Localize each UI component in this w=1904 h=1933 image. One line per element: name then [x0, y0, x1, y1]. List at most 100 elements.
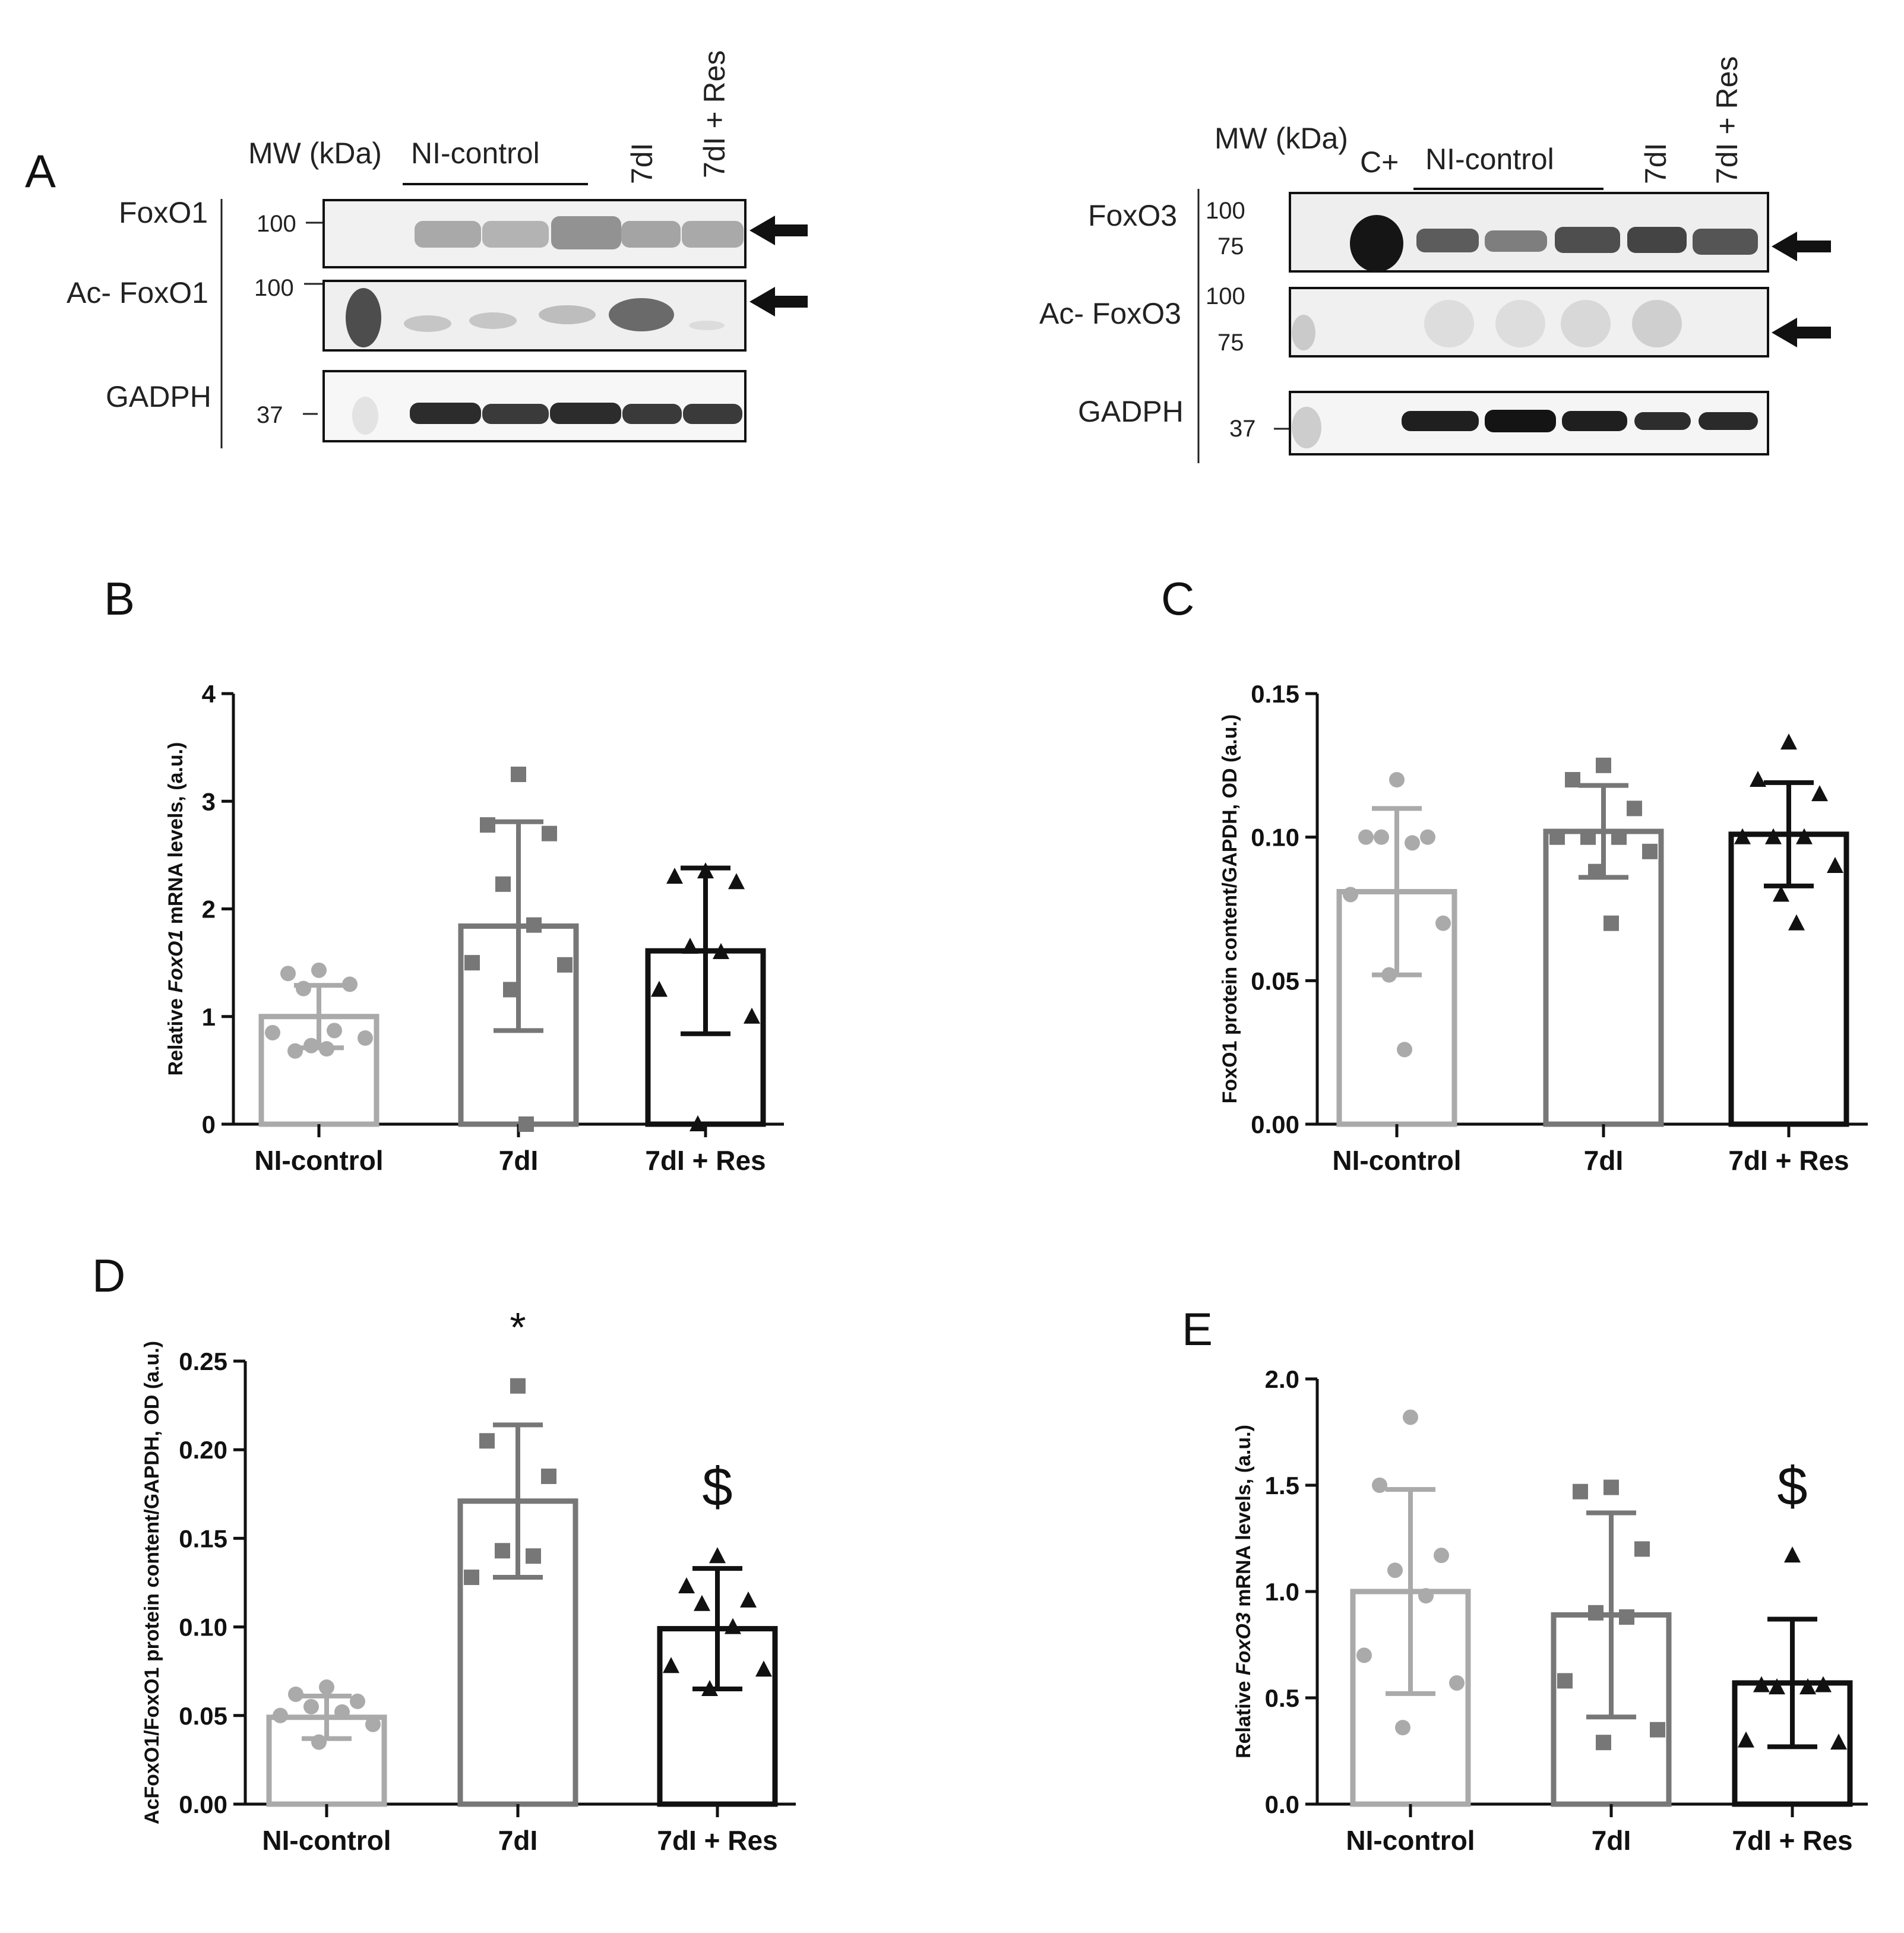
data-point: [296, 980, 311, 996]
data-point: [1565, 772, 1580, 787]
panel-e-chart: E 0.0 0.5 1.0 1.5 2.0 Relative FoxO3 mRNA lev…: [1182, 1303, 1868, 1856]
y-axis-title: Relative FoxO3 mRNA levels, (a.u.): [1232, 1425, 1255, 1758]
data-point: [1603, 1479, 1619, 1495]
data-point: [740, 1591, 757, 1608]
arrow-icon: [749, 216, 808, 245]
data-point: [1750, 771, 1766, 787]
blot-left-mw-100b: 100: [254, 275, 294, 301]
data-point: [1573, 1483, 1588, 1499]
y-tick-label: 0.05: [179, 1702, 227, 1730]
y-tick-label: 0.10: [1251, 824, 1299, 852]
data-point: [1381, 967, 1397, 983]
blot-right-lane-7di: 7dI: [1639, 143, 1672, 184]
panel-letter-d: D: [92, 1249, 125, 1302]
data-point: [1811, 785, 1828, 802]
data-point: [464, 955, 480, 971]
data-point: [311, 962, 327, 978]
blot-right-mw-75b: 75: [1217, 330, 1244, 356]
x-tick-label: 7dI: [498, 1825, 537, 1856]
y-tick-label: 4: [202, 680, 216, 708]
arrow-icon: [1772, 232, 1831, 261]
data-point: [694, 1595, 710, 1611]
data-point: [1549, 829, 1565, 845]
blot-left-lane-7di-res: 7dI + Res: [698, 50, 731, 178]
data-point: [265, 1024, 280, 1040]
y-axis-title: Relative FoxO1 mRNA levels, (a.u.): [165, 742, 187, 1076]
data-point: [1784, 1546, 1801, 1563]
y-tick-label: 3: [202, 787, 216, 815]
data-point: [526, 1548, 541, 1564]
data-point: [541, 1468, 556, 1484]
data-point: [663, 1657, 679, 1673]
data-point: [682, 937, 698, 954]
data-point: [518, 1116, 534, 1132]
y-tick-label: 0.10: [179, 1614, 227, 1641]
data-point: [1642, 843, 1658, 859]
data-point: [1356, 1647, 1372, 1663]
data-point: [744, 1007, 760, 1024]
y-tick-label: 1.0: [1265, 1578, 1299, 1606]
panel-c-chart: C 0.00 0.05 0.10 0.15 FoxO1 protein content/…: [1161, 572, 1868, 1176]
data-point: [1434, 1548, 1449, 1564]
data-point: [1765, 828, 1782, 844]
data-point: [1603, 915, 1619, 931]
data-point: [273, 1707, 288, 1723]
data-point: [342, 976, 358, 992]
y-tick-label: 0.00: [179, 1790, 227, 1818]
data-point: [1596, 1735, 1611, 1751]
blot-right-mw-header: MW (kDa): [1214, 122, 1348, 155]
data-point: [1395, 1720, 1410, 1736]
data-point: [1611, 829, 1627, 845]
data-point: [728, 873, 745, 890]
y-tick-label: 0.5: [1265, 1684, 1299, 1712]
data-point: [1827, 857, 1843, 873]
y-tick-label: 0.15: [1251, 680, 1299, 708]
data-point: [350, 1693, 365, 1709]
blot-left-row-foxo1: FoxO1: [119, 196, 208, 229]
data-point: [1769, 1678, 1785, 1695]
data-point: [1420, 829, 1435, 845]
y-tick-label: 2: [202, 896, 216, 923]
data-point: [287, 1043, 303, 1059]
data-point: [1588, 863, 1603, 880]
y-tick-label: 0: [202, 1111, 216, 1138]
data-point: [1596, 757, 1611, 773]
data-point: [1418, 1588, 1434, 1604]
blot-right-strip-acfoxo3: [1289, 287, 1769, 358]
y-tick-label: 0.15: [179, 1524, 227, 1552]
x-tick-label: NI-control: [1346, 1825, 1475, 1856]
data-point: [557, 957, 573, 973]
data-point: [542, 825, 557, 841]
x-tick-label: NI-control: [262, 1825, 391, 1856]
x-tick-label: 7dI: [1592, 1825, 1631, 1856]
x-tick-label: 7dI + Res: [1728, 1145, 1849, 1176]
data-point: [1815, 1676, 1832, 1692]
arrow-icon: [749, 287, 808, 317]
panel-letter-a: A: [25, 145, 56, 197]
panel-b-chart: B 0 1 2 3 4 Relative FoxO1 mRNA levels, (a.u.…: [104, 572, 784, 1176]
data-point: [319, 1679, 334, 1695]
blot-left-mw-header: MW (kDa): [248, 137, 382, 170]
data-point: [327, 1023, 342, 1039]
data-point: [725, 1618, 741, 1634]
y-tick-label: 1.5: [1265, 1472, 1299, 1499]
data-point: [1634, 1541, 1650, 1557]
x-tick-label: 7dI + Res: [645, 1145, 766, 1176]
x-tick-label: 7dI: [1584, 1145, 1623, 1176]
data-point: [713, 943, 729, 959]
data-point: [303, 1037, 319, 1053]
data-point: [690, 1115, 706, 1131]
panel-a-blots: A MW (kDa) NI-control 7dI 7dI + Res FoxO…: [25, 50, 1831, 463]
data-point: [666, 868, 683, 884]
blot-right-mw-75a: 75: [1217, 233, 1244, 260]
data-point: [464, 1570, 479, 1586]
data-point: [334, 1704, 350, 1720]
data-point: [1374, 829, 1389, 845]
blot-right-row-acfoxo3: Ac- FoxO3: [1039, 297, 1181, 330]
blot-left: MW (kDa) NI-control 7dI 7dI + Res FoxO1 …: [67, 50, 808, 448]
x-tick-label: NI-control: [254, 1145, 383, 1176]
x-tick-label: 7dI + Res: [1732, 1825, 1852, 1856]
blot-right-mw-100b: 100: [1206, 283, 1245, 309]
